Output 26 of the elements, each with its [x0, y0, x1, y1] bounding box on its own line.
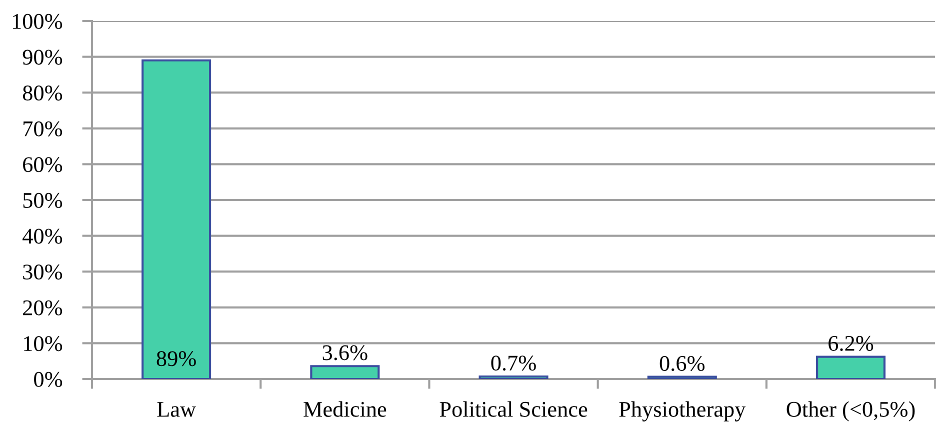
- data-label: 0.6%: [660, 356, 705, 372]
- y-tick-label: 100%: [12, 14, 62, 29]
- y-tick-label: 70%: [24, 121, 62, 136]
- data-label: 89%: [156, 351, 196, 366]
- y-tick-label: 50%: [23, 192, 62, 208]
- bar: [142, 59, 212, 379]
- x-tick-label: Political Science: [440, 401, 588, 417]
- x-tick-label: Other (<0,5%): [786, 401, 915, 422]
- y-tick-label: 20%: [23, 300, 62, 316]
- bar: [310, 365, 380, 379]
- y-tick-label: 40%: [22, 228, 62, 244]
- bar: [816, 356, 886, 379]
- y-tick-label: 80%: [22, 86, 62, 101]
- y-tick-label: 0%: [34, 372, 62, 387]
- bar: [478, 375, 548, 379]
- x-tick-label: Medicine: [304, 401, 386, 417]
- x-tick-label: Law: [157, 402, 196, 417]
- y-tick-label: 30%: [23, 264, 62, 280]
- y-tick-label: 90%: [22, 50, 62, 65]
- x-tick-label: Physiotherapy: [619, 401, 746, 422]
- data-label: 0.7%: [491, 356, 536, 371]
- data-label: 6.2%: [828, 336, 874, 351]
- y-tick-label: 60%: [23, 157, 62, 172]
- bar: [647, 376, 717, 379]
- y-tick-label: 10%: [24, 336, 62, 352]
- data-label: 3.6%: [322, 345, 368, 360]
